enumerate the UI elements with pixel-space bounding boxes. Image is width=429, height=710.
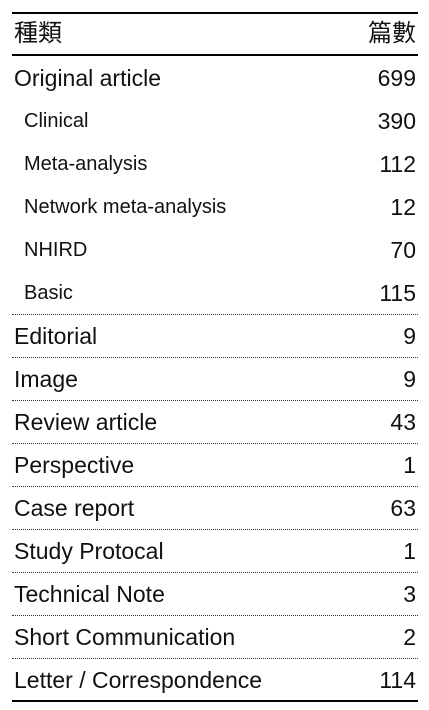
table-row: Technical Note 3 <box>12 573 418 616</box>
row-count: 63 <box>390 495 416 521</box>
row-label: Editorial <box>14 323 98 349</box>
row-count: 43 <box>390 409 416 435</box>
row-count: 9 <box>403 366 416 392</box>
table-row: Review article 43 <box>12 401 418 444</box>
table-row: Original article 699 <box>12 57 418 100</box>
row-label: Original article <box>14 65 161 91</box>
sub-row: NHIRD 70 <box>12 229 418 272</box>
row-label: Study Protocal <box>14 538 164 564</box>
row-count: 115 <box>379 280 416 306</box>
row-label: Short Communication <box>14 624 236 650</box>
row-count: 112 <box>379 151 416 177</box>
row-label: NHIRD <box>24 239 88 261</box>
table-row: Image 9 <box>12 358 418 401</box>
sub-row: Network meta-analysis 12 <box>12 186 418 229</box>
row-label: Basic <box>24 282 73 304</box>
row-count: 390 <box>377 108 416 134</box>
row-label: Meta-analysis <box>24 153 148 175</box>
table-row: Perspective 1 <box>12 444 418 487</box>
row-count: 1 <box>403 538 416 564</box>
table-row: Case report 63 <box>12 487 418 530</box>
sub-row: Clinical 390 <box>12 100 418 143</box>
row-count: 12 <box>390 194 416 220</box>
table-row: Study Protocal 1 <box>12 530 418 573</box>
table-row: Editorial 9 <box>12 315 418 358</box>
row-count: 9 <box>403 323 416 349</box>
row-label: Technical Note <box>14 581 165 607</box>
row-label: Perspective <box>14 452 135 478</box>
row-label: Review article <box>14 409 158 435</box>
row-label: Letter / Correspondence <box>14 667 263 693</box>
sub-row: Basic 115 <box>12 272 418 315</box>
row-label: Case report <box>14 495 135 521</box>
sub-row: Meta-analysis 112 <box>12 143 418 186</box>
row-count: 1 <box>403 452 416 478</box>
header-cell: 種類 <box>14 20 62 47</box>
row-count: 699 <box>377 65 416 91</box>
table-row: Letter / Correspondence 114 <box>12 659 418 702</box>
row-count: 3 <box>403 581 416 607</box>
row-label: Network meta-analysis <box>24 196 227 218</box>
table-row: Short Communication 2 <box>12 616 418 659</box>
row-count: 2 <box>403 624 416 650</box>
row-label: Clinical <box>24 110 89 132</box>
header-cell: 篇數 <box>368 20 416 47</box>
header-row: 種類 篇數 <box>12 12 418 56</box>
row-count: 114 <box>379 667 416 693</box>
row-count: 70 <box>390 237 416 263</box>
row-label: Image <box>14 366 78 392</box>
